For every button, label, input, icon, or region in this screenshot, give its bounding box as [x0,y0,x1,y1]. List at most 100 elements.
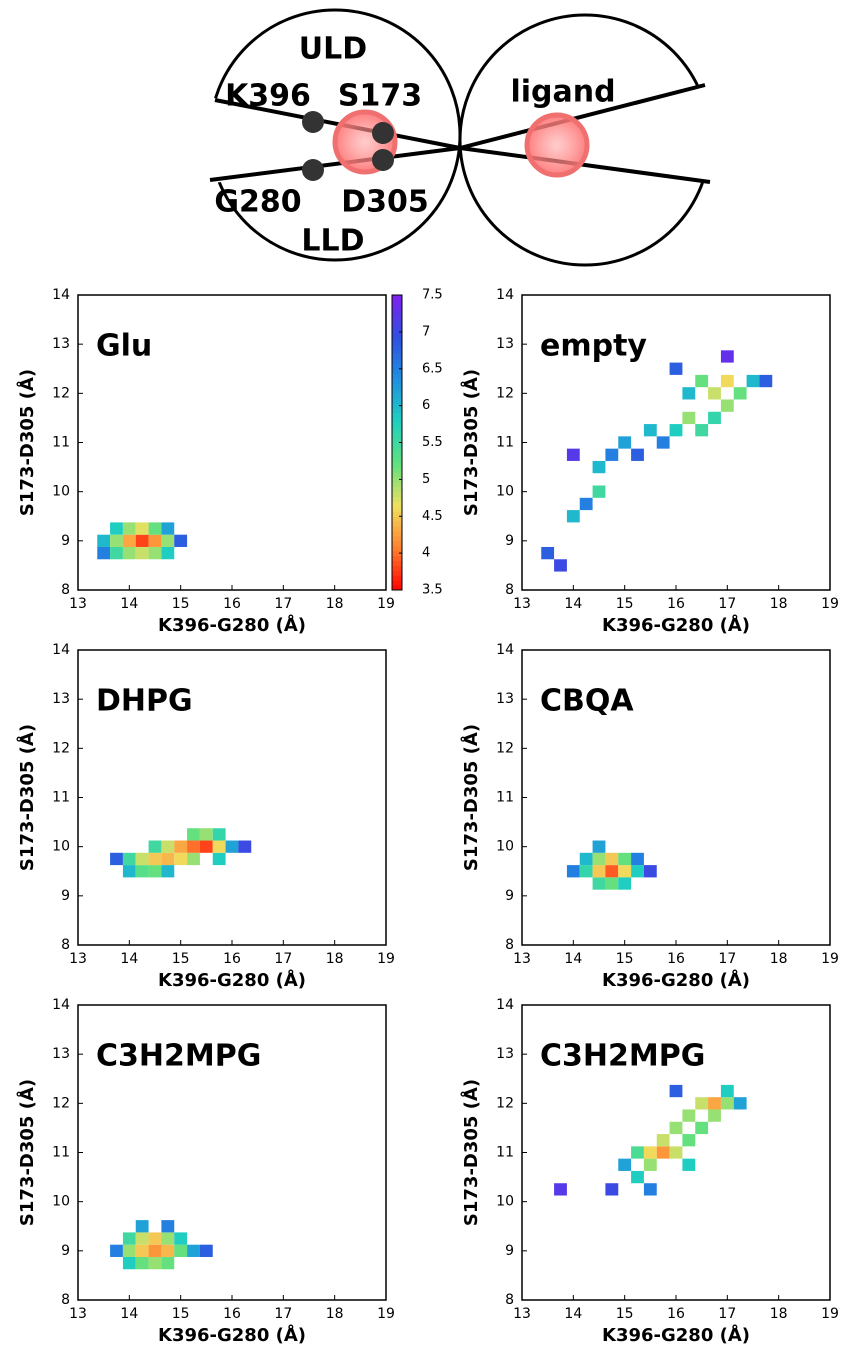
panel-title: empty [540,329,647,364]
heat-cell [161,1256,175,1270]
x-tick-label: 14 [564,596,582,612]
y-tick-label: 8 [505,937,514,953]
heat-cell [605,852,619,866]
y-axis-label: S173-D305 (Å) [15,1079,38,1226]
colorbar-segment [392,314,402,321]
colorbar-segment [392,526,402,532]
heat-cell [541,546,555,560]
heat-cell [643,865,657,878]
y-tick-label: 14 [496,642,514,658]
heat-cell [161,852,175,866]
heat-cell [110,546,123,560]
colorbar-segment [392,555,402,561]
y-tick-label: 13 [496,691,514,707]
label: ligand [510,75,615,110]
heat-cell [643,1146,657,1159]
colorbar-segment [392,329,402,335]
heat-cell [708,387,721,400]
cleft [200,95,460,185]
heat-cell [122,546,136,560]
heat-cell [631,448,644,461]
y-axis-label: S173-D305 (Å) [459,724,482,871]
x-tick-label: 19 [821,1306,839,1322]
heat-cell [122,1244,136,1257]
colorbar-tick-label: 5.5 [422,435,443,450]
label: LLD [301,224,364,259]
x-tick-label: 17 [718,951,736,967]
heat-cell [720,399,734,412]
heat-cell [148,865,162,878]
heat-cell [110,852,123,866]
diagram: ULD K396 S173 ligand G280 D305 LLD [200,8,720,267]
heat-cell [187,840,200,853]
heat-cell [135,865,149,878]
label: ULD [299,32,367,67]
heat-cell [135,852,149,866]
panel-title: C3H2MPG [96,1039,261,1074]
heat-cell [669,362,683,375]
colorbar-segment [392,560,402,566]
colorbar-segment [392,481,402,488]
heat-cell [708,1097,721,1110]
x-tick-label: 18 [326,596,344,612]
heat-cell [695,424,709,437]
heat-cell [135,1244,149,1257]
label: K396 [225,79,311,114]
heat-cell [592,460,606,474]
x-tick-label: 18 [770,951,788,967]
heat-cell [148,852,162,866]
colorbar-tick-label: 5 [422,472,430,487]
heat-cell [161,1232,175,1245]
heat-cell [592,877,606,890]
x-tick-label: 17 [718,1306,736,1322]
y-tick-label: 10 [496,1194,514,1210]
heat-cell [618,436,632,449]
heat-cell [148,1244,162,1257]
heat-cell [759,374,773,388]
colorbar-segment [392,319,402,325]
x-axis-label: K396-G280 (Å) [158,613,306,636]
y-tick-label: 14 [496,997,514,1013]
y-tick-label: 14 [52,642,70,658]
colorbar-segment [392,516,402,522]
y-axis-label: S173-D305 (Å) [459,369,482,516]
colorbar-segment [392,476,402,483]
heat-cell [161,534,175,547]
cleft [460,80,720,185]
y-tick-label: 14 [496,287,514,303]
heat-cell [708,411,721,425]
heat-cell [720,350,734,363]
colorbar-segment [392,472,402,478]
x-tick-label: 17 [718,596,736,612]
x-tick-label: 14 [564,1306,582,1322]
x-tick-label: 13 [69,1306,87,1322]
y-tick-label: 8 [61,582,70,598]
heat-cell [174,840,188,853]
y-tick-label: 11 [496,1145,514,1161]
heat-cell [605,1183,619,1196]
y-tick-label: 8 [505,582,514,598]
y-axis-label: S173-D305 (Å) [459,1079,482,1226]
heat-cell [135,534,149,547]
heat-cell [97,534,111,547]
heat-cell [187,1244,200,1257]
cleft-edge [459,83,706,150]
colorbar-segment [392,383,402,389]
colorbar-segment [392,349,402,355]
colorbar-segment [392,491,402,498]
y-tick-label: 10 [52,839,70,855]
heat-cell [566,448,580,461]
heat-cell [720,374,734,388]
y-tick-label: 9 [505,888,514,904]
x-tick-label: 16 [223,951,241,967]
y-tick-label: 12 [52,740,70,756]
colorbar-segment [392,432,402,439]
x-tick-label: 16 [667,1306,685,1322]
x-tick-label: 16 [223,1306,241,1322]
heat-cell [199,840,213,853]
panel-title: C3H2MPG [540,1039,705,1074]
heat-cell [631,852,644,866]
heat-cell [135,1220,149,1233]
y-tick-label: 13 [52,1046,70,1062]
y-tick-label: 12 [52,1095,70,1111]
